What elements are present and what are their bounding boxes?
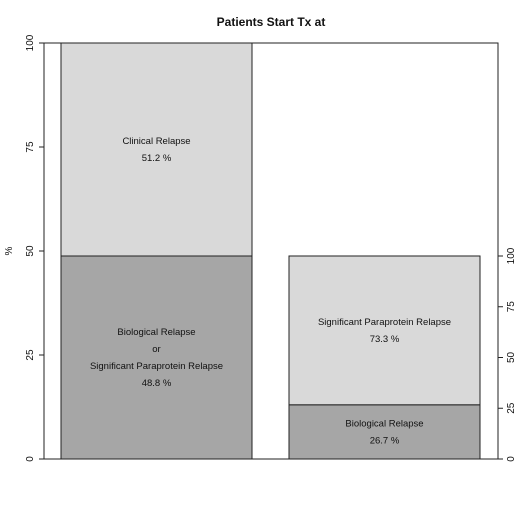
right-tick-label: 0: [506, 456, 517, 462]
segment-percent: 26.7 %: [370, 435, 400, 446]
right-tick-label: 25: [506, 402, 517, 414]
left-tick-label: 100: [25, 34, 36, 51]
bar-segment: [288, 404, 481, 460]
right-tick-label: 50: [506, 351, 517, 363]
segment-percent: 51.2 %: [142, 153, 172, 164]
segment-label: Significant Paraprotein Relapse: [318, 317, 451, 328]
left-tick-label: 0: [25, 456, 36, 462]
segment-percent: 73.3 %: [370, 334, 400, 345]
segment-label: Significant Paraprotein Relapse: [90, 361, 223, 372]
segment-label: or: [152, 344, 160, 355]
segment-label: Biological Relapse: [117, 327, 195, 338]
left-axis: 0 25 50 75 100: [25, 34, 44, 462]
bar-segment: [288, 255, 481, 406]
y-axis-label: %: [4, 246, 15, 255]
left-tick-label: 50: [25, 245, 36, 257]
segment-percent: 48.8 %: [142, 378, 172, 389]
bar-segment: [60, 42, 253, 257]
segment-label: Biological Relapse: [345, 418, 423, 429]
right-tick-label: 75: [506, 301, 517, 313]
segment-label: Clinical Relapse: [122, 136, 190, 147]
left-tick-label: 75: [25, 141, 36, 153]
bar-segment: [60, 255, 253, 460]
chart-title: Patients Start Tx at: [217, 15, 326, 29]
left-tick-label: 25: [25, 349, 36, 361]
right-axis: 0 25 50 75 100: [498, 247, 517, 462]
bars: Biological Relapse or Significant Paraprot…: [60, 42, 481, 460]
right-tick-label: 100: [506, 247, 517, 264]
